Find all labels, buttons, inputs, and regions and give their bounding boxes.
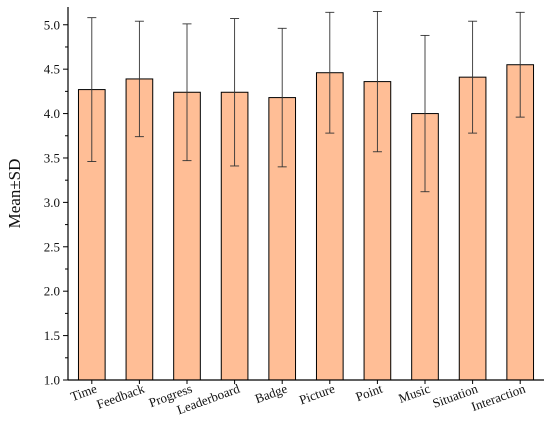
y-ticks-group: 1.0 1.5 2.0 2.5 3.0 3.5 4.0 4.5 5.0 (44, 17, 68, 388)
y-axis-title: Mean±SD (5, 159, 24, 229)
x-tick-label-picture: Picture (297, 381, 337, 408)
y-tick-label: 4.0 (44, 106, 60, 121)
y-tick-label: 2.0 (44, 284, 60, 299)
error-bar-picture (325, 11, 335, 134)
error-bar-interaction (515, 11, 525, 118)
error-bar-feedback (134, 20, 144, 138)
x-tick-label-point: Point (353, 381, 384, 405)
bars-group (77, 64, 535, 381)
y-tick-label: 1.5 (44, 328, 60, 343)
x-tick-label-music: Music (396, 381, 432, 406)
y-tick-label: 3.5 (44, 150, 60, 165)
error-bar-music (420, 34, 430, 193)
x-tick-label-badge: Badge (253, 381, 290, 407)
bar-leaderboard (220, 91, 249, 381)
x-tick-label-time: Time (68, 381, 99, 404)
error-bar-leaderboard (230, 18, 240, 167)
error-bar-situation (468, 20, 478, 134)
error-bar-progress (182, 23, 192, 162)
y-axis-title-group: Mean±SD (5, 159, 24, 229)
error-bar-point (372, 10, 382, 153)
y-tick-label: 1.0 (44, 373, 60, 388)
x-tick-label-feedback: Feedback (94, 381, 146, 412)
error-bar-time (87, 17, 97, 162)
y-tick-label: 5.0 (44, 17, 60, 32)
x-tick-label-interaction: Interaction (469, 381, 528, 415)
y-tick-label: 2.5 (44, 239, 60, 254)
y-tick-label: 3.0 (44, 195, 60, 210)
y-tick-label: 4.5 (44, 62, 60, 77)
error-bar-badge (277, 27, 287, 168)
error-bars-group (87, 10, 525, 193)
